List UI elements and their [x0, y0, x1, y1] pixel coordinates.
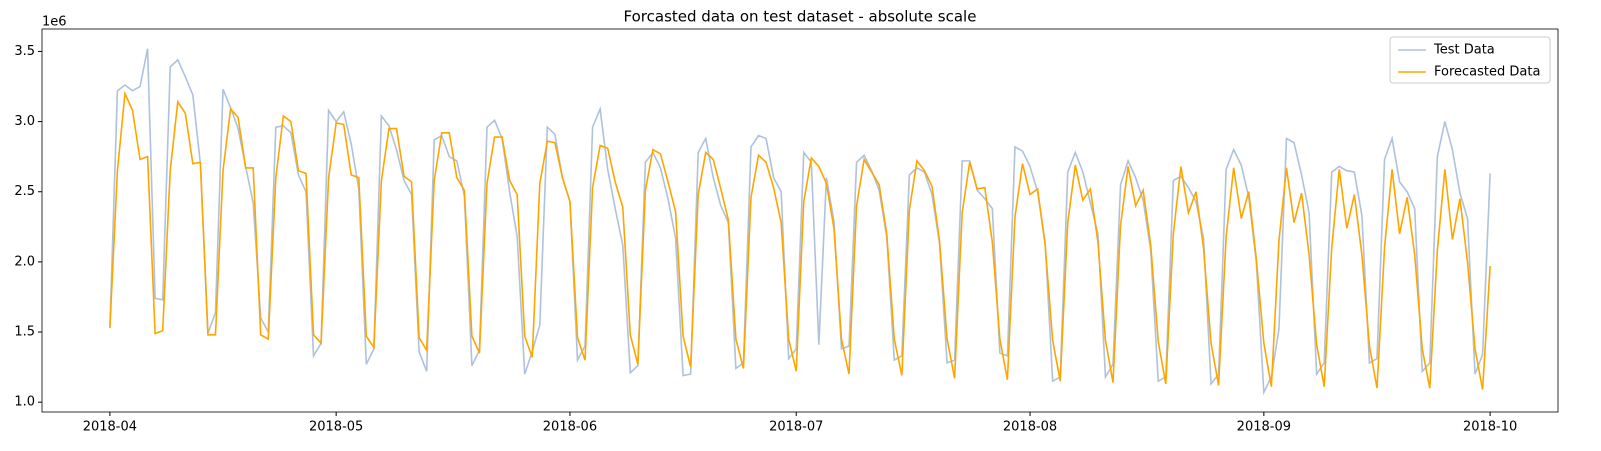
- line-series: [109, 90, 1491, 390]
- line-series: [109, 48, 1491, 396]
- legend: Test Data Forecasted Data: [1389, 36, 1551, 84]
- legend-label: Forecasted Data: [1434, 65, 1540, 80]
- y-tick-label: 1.0: [14, 395, 35, 410]
- plot-frame: [41, 28, 1559, 413]
- legend-label: Test Data: [1433, 43, 1495, 58]
- y-tick-label: 1.5: [14, 325, 35, 340]
- legend-box: [1389, 36, 1551, 84]
- y-tick-label: 3.0: [14, 114, 35, 129]
- x-tick-label: 2018-09: [1237, 420, 1291, 435]
- x-tick-label: 2018-08: [1003, 420, 1057, 435]
- x-tick-label: 2018-10: [1463, 420, 1517, 435]
- x-tick-label: 2018-05: [309, 420, 363, 435]
- y-tick-label: 3.5: [14, 44, 35, 59]
- x-tick-label: 2018-04: [83, 420, 137, 435]
- y-tick-label: 2.5: [14, 184, 35, 199]
- x-tick-label: 2018-06: [543, 420, 597, 435]
- x-tick-label: 2018-07: [769, 420, 823, 435]
- chart-title: Forcasted data on test dataset - absolut…: [624, 8, 977, 26]
- y-tick-label: 2.0: [14, 254, 35, 269]
- axis-offset-label: 1e6: [42, 15, 67, 30]
